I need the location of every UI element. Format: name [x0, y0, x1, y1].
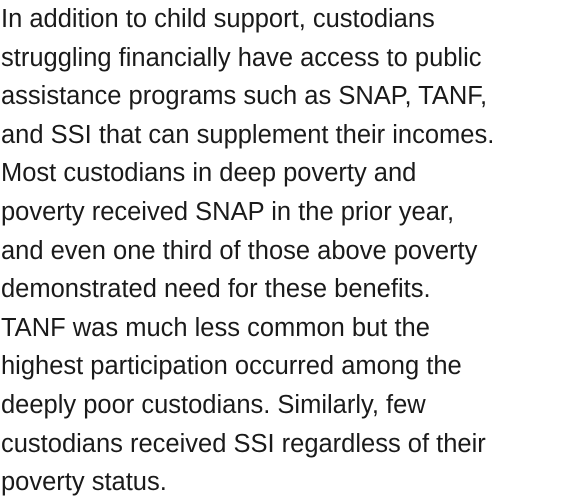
text-line: demonstrated need for these benefits.	[1, 275, 431, 304]
text-line: assistance programs such as SNAP, TANF,	[1, 82, 488, 111]
text-line: Most custodians in deep poverty and	[1, 159, 417, 188]
text-line: and even one third of those above povert…	[1, 236, 478, 265]
text-line: In addition to child support, custodians	[1, 5, 435, 33]
text-line: TANF was much less common but the	[1, 313, 430, 342]
text-line: poverty received SNAP in the prior year,	[1, 197, 455, 226]
text-line: poverty status.	[1, 468, 167, 497]
text-line: custodians received SSI regardless of th…	[1, 429, 486, 458]
text-line: struggling financially have access to pu…	[1, 43, 482, 72]
text-line: deeply poor custodians. Similarly, few	[1, 390, 426, 419]
text-line: highest participation occurred among the	[1, 352, 462, 381]
text-line: and SSI that can supplement their income…	[1, 120, 495, 149]
